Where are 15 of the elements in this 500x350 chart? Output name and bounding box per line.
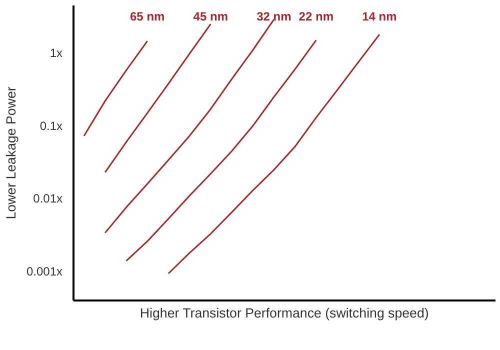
line-series <box>104 23 212 174</box>
y-axis-title: Lower Leakage Power <box>3 86 18 220</box>
line-series <box>126 39 317 262</box>
x-axis-title: Higher Transistor Performance (switching speed) <box>140 306 429 320</box>
y-tick-label: 0.01x <box>33 192 63 206</box>
line-series <box>168 34 380 274</box>
text: 65 nm <box>130 10 165 24</box>
y-tick-label: 1x <box>50 46 63 60</box>
series-label: 22 nm <box>298 10 334 24</box>
y-tick-label: 0.1x <box>40 118 63 133</box>
line-series <box>83 40 148 137</box>
series-label: 45 nm <box>193 10 228 24</box>
y-tick-label: 0.001x <box>26 264 62 279</box>
series-label: 14 nm <box>362 10 397 24</box>
series-label: 32 nm <box>256 10 292 24</box>
